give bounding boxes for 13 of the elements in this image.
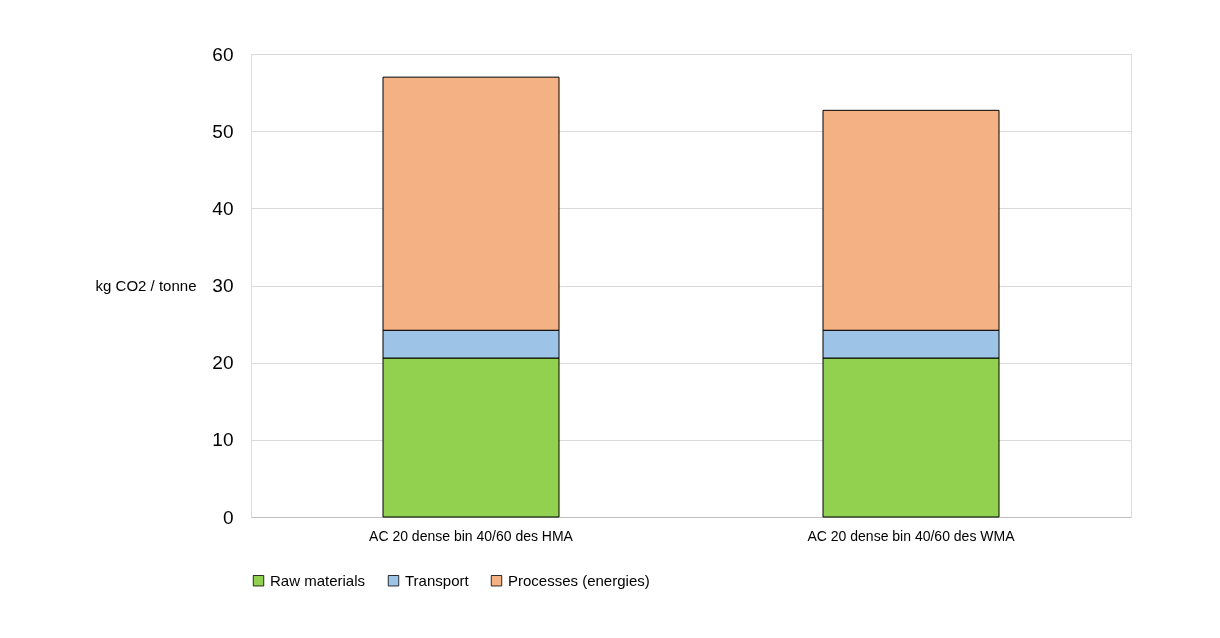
y-tick-label: 50 [212,120,234,142]
y-tick-label: 40 [212,197,234,219]
y-tick-label: 60 [212,43,234,65]
x-tick-label: AC 20 dense bin 40/60 des WMA [807,527,1016,544]
y-tick-label: 10 [212,429,234,451]
x-tick-label: AC 20 dense bin 40/60 des HMA [369,527,574,544]
y-tick-label: 0 [222,506,234,528]
y-tick-label: 20 [212,352,234,374]
y-tick-label: 30 [212,275,234,296]
legend-label: Raw materials [270,571,366,589]
legend-label: Processes (energies) [508,571,650,589]
y-axis-title: kg CO2 / tonne [95,276,197,294]
legend-label: Transport [405,571,470,589]
